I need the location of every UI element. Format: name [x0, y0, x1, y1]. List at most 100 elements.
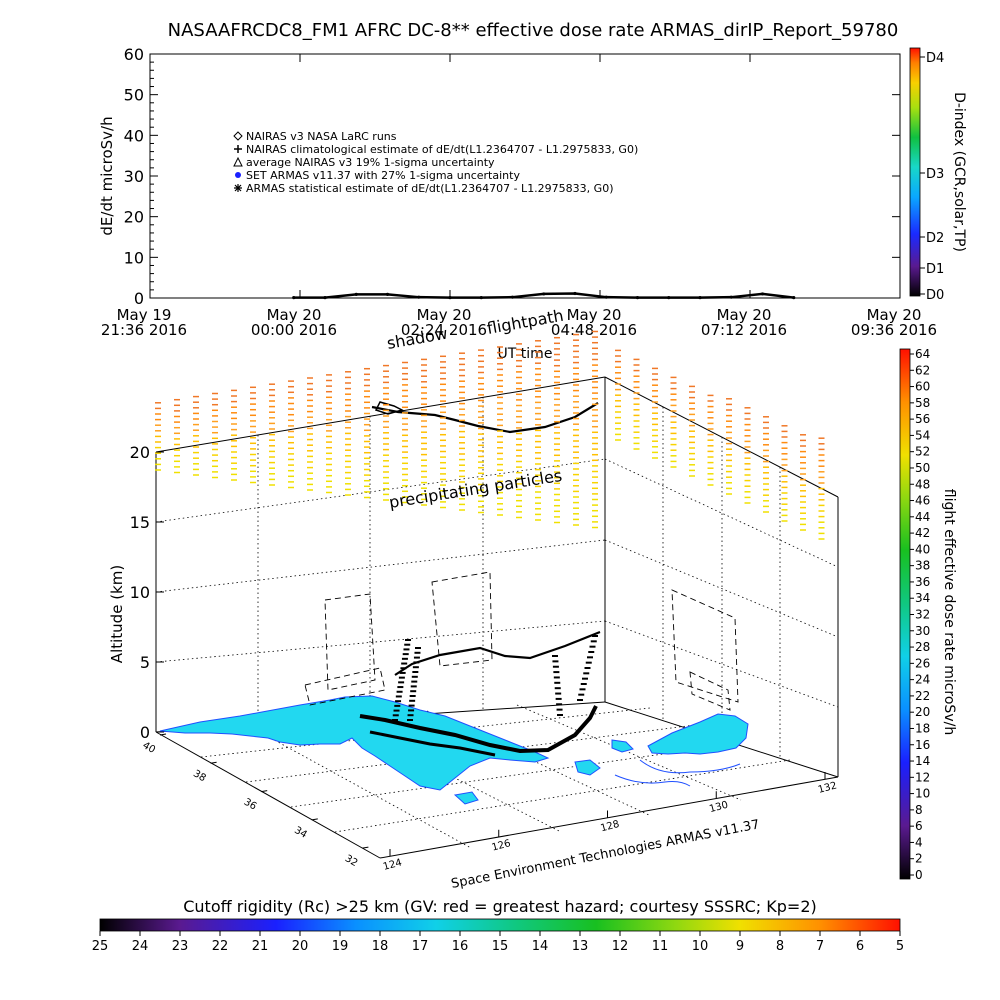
rc-tick-label: 11	[652, 939, 669, 954]
d-index-tick-label: D0	[926, 288, 944, 303]
dose-rate-point	[510, 295, 515, 299]
x-tick-time: 07:12 2016	[701, 321, 787, 339]
flight-3d-panel: shadow flightpath precipitating particle…	[108, 306, 957, 892]
dose-rate-tick-label: 2	[915, 852, 923, 866]
x-tick-date: May 20	[567, 306, 622, 324]
rc-tick-label: 16	[452, 939, 469, 954]
altitude-axis-label: Altitude (km)	[108, 565, 126, 663]
rc-tick-label: 14	[532, 939, 549, 954]
rc-tick-label: 5	[896, 939, 904, 954]
dose-rate-tick-label: 62	[915, 363, 930, 377]
dose-rate-point	[792, 295, 796, 300]
precipitating-particles-annotation: precipitating particles	[388, 466, 564, 512]
dose-rate-tick-label: 56	[915, 412, 930, 426]
x-tick-date: May 19	[117, 306, 172, 324]
dose-rate-tick-label: 20	[915, 705, 930, 719]
dose-rate-tick-label: 38	[915, 559, 930, 573]
rc-tick-label: 24	[132, 939, 149, 954]
rc-tick-label: 10	[692, 939, 709, 954]
rc-tick-label: 19	[332, 939, 349, 954]
dose-rate-ticks: 0246810121416182022242628303234363840424…	[910, 347, 930, 882]
dose-rate-point	[385, 292, 390, 296]
d-index-label: D-index (GCR,solar,TP)	[951, 92, 967, 252]
rc-tick-label: 25	[92, 939, 109, 954]
dose-rate-point	[729, 295, 733, 299]
legend-label: NAIRAS climatological estimate of dE/dt(…	[246, 143, 638, 156]
rc-tick-label: 23	[172, 939, 189, 954]
dose-rate-tick-label: 30	[915, 624, 930, 638]
rc-tick-label: 6	[856, 939, 864, 954]
dose-rate-tick-label: 26	[915, 656, 930, 670]
dose-rate-tick-label: 22	[915, 689, 930, 703]
cutoff-rigidity-colorbar: Cutoff rigidity (Rc) >25 km (GV: red = g…	[92, 897, 904, 954]
ascent-descent-markers	[392, 635, 598, 721]
latitude-tick	[261, 790, 268, 793]
latitude-tick-label: 36	[242, 797, 259, 813]
y-tick-label: 20	[124, 208, 144, 227]
dose-rate-tick-label: 42	[915, 526, 930, 540]
d-index-tick-label: D1	[926, 262, 944, 277]
dose-rate-tick-label: 58	[915, 396, 930, 410]
dose-rate-tick-label: 64	[915, 347, 930, 361]
latitude-tick	[159, 733, 167, 736]
rc-tick-label: 21	[252, 939, 269, 954]
dose-rate-tick-label: 40	[915, 542, 930, 556]
dose-rate-point	[635, 295, 640, 300]
latitude-tick-label: 38	[191, 768, 208, 784]
dose-rate-point	[417, 295, 421, 299]
altitude-tick-label: 20	[130, 443, 150, 462]
legend-label: SET ARMAS v11.37 with 27% 1-sigma uncert…	[246, 169, 520, 182]
legend-label: average NAIRAS v3 19% 1-sigma uncertaint…	[246, 156, 495, 169]
legend-triangle-icon	[233, 156, 243, 167]
altitude-tick-label: 10	[130, 583, 150, 602]
x-tick-time: 09:36 2016	[851, 321, 937, 339]
top-x-axis-label: UT time	[498, 346, 553, 362]
rc-tick-label: 7	[816, 939, 824, 954]
cutoff-rigidity-bar	[99, 918, 901, 932]
longitude-tick-label: 124	[382, 857, 403, 873]
d-index-ticks: D0 D1 D2 D3 D4	[920, 51, 944, 303]
rc-tick-label: 8	[776, 939, 784, 954]
longitude-tick-label: 126	[491, 838, 512, 854]
altitude-tick-label: 0	[140, 723, 150, 742]
dose-rate-tick-label: 60	[915, 380, 930, 394]
longitude-tick-label: 132	[817, 780, 838, 796]
y-tick-label: 60	[124, 45, 144, 64]
dose-rate-point	[698, 295, 702, 300]
rc-tick-label: 18	[372, 939, 389, 954]
top-y-axis: 0 10 20 30 40 50 60	[124, 45, 900, 308]
latitude-tick	[210, 761, 217, 764]
dose-rate-tick-label: 52	[915, 445, 930, 459]
longitude-axis: 124 126 128 130 132	[382, 772, 838, 873]
dose-rate-tick-label: 6	[915, 819, 923, 833]
dose-rate-point	[760, 292, 765, 296]
dose-rate-point	[667, 295, 671, 300]
legend-plus-icon	[234, 145, 242, 153]
altitude-tick-label: 15	[130, 513, 150, 532]
dose-rate-tick-label: 46	[915, 494, 930, 508]
x-tick-date: May 20	[717, 306, 772, 324]
legend-diamond-icon	[233, 131, 243, 141]
shadow-profile	[304, 571, 739, 711]
dose-rate-tick-label: 14	[915, 754, 930, 768]
longitude-tick-label: 128	[599, 819, 620, 835]
latitude-axis: 40 38 36 34 32	[141, 733, 369, 869]
dose-rate-tick-label: 48	[915, 477, 930, 491]
top-y-axis-label: dE/dt microSv/h	[98, 116, 116, 235]
altitude-axis: 0 5 10 15 20	[130, 443, 164, 742]
dose-rate-point	[542, 292, 546, 296]
x-tick-date: May 20	[267, 306, 322, 324]
rc-tick-label: 22	[212, 939, 229, 954]
legend-asterisk-icon	[234, 184, 242, 192]
dose-rate-tick-label: 18	[915, 721, 930, 735]
dose-rate-point	[323, 295, 327, 300]
dose-rate-point	[479, 295, 483, 300]
dose-rate-tick-label: 28	[915, 640, 930, 654]
dose-rate-tick-label: 24	[915, 673, 930, 687]
dose-rate-tick-label: 4	[915, 835, 923, 849]
x-tick-time: 04:48 2016	[551, 321, 637, 339]
latitude-tick-label: 32	[343, 853, 360, 869]
